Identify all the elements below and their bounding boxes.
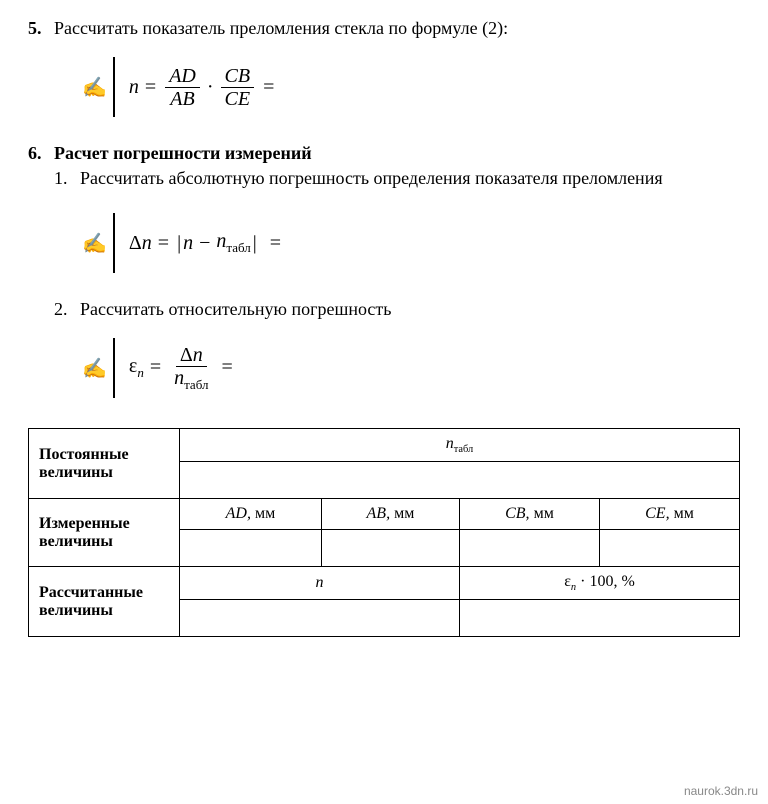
row2-c3: CB, мм — [459, 499, 599, 530]
frac2-bot: CE — [221, 88, 255, 110]
formula-2-block: ✍ Δn = | n − nтабл | = — [82, 213, 740, 273]
watermark: naurok.3dn.ru — [684, 784, 758, 798]
equals-trailing: = — [221, 356, 232, 379]
equals-trailing: = — [265, 232, 281, 255]
item-5: 5. Рассчитать показатель преломления сте… — [28, 18, 740, 39]
row2-e1 — [180, 530, 322, 567]
row1-empty — [180, 462, 740, 499]
formula-1: n = AD AB · CB CE = — [129, 65, 280, 110]
equals: = — [158, 232, 169, 255]
f2-n1: n — [183, 232, 193, 255]
f2-n: n — [142, 232, 152, 255]
formula1-lhs: n — [129, 76, 139, 99]
formula1-frac2: CB CE — [221, 65, 255, 110]
item-6-sub2-text: Рассчитать относительную погрешность — [80, 299, 740, 320]
row2-e4 — [599, 530, 739, 567]
frac2-top: CB — [221, 65, 255, 88]
item-5-text: Рассчитать показатель преломления стекла… — [54, 18, 740, 39]
data-table: Постоянные величины nтабл Измеренные вел… — [28, 428, 740, 637]
f2-delta: Δ — [129, 232, 142, 255]
item-5-number: 5. — [28, 18, 54, 39]
abs-open: | — [177, 232, 181, 255]
table-row: Рассчитанные величины n εn · 100, % — [29, 567, 740, 600]
row2-label: Измеренные величины — [29, 499, 180, 567]
formula-divider — [113, 338, 115, 398]
f3-eps-sub: n — [137, 365, 144, 380]
item-6-title: Расчет погрешности измерений — [54, 143, 740, 164]
item-6-sub1: 1. Рассчитать абсолютную погрешность опр… — [54, 168, 740, 189]
formula-divider — [113, 213, 115, 273]
table-row: Постоянные величины nтабл — [29, 429, 740, 462]
row3-label: Рассчитанные величины — [29, 567, 180, 637]
equals: = — [145, 76, 156, 99]
equals: = — [150, 356, 161, 379]
formula-2: Δn = | n − nтабл | = — [129, 230, 287, 256]
f3-bot: nтабл — [170, 367, 212, 392]
item-6: 6. Расчет погрешности измерений 1. Рассч… — [28, 143, 740, 195]
f2-n2-wrap: nтабл — [216, 230, 250, 256]
row3-c1: n — [180, 567, 460, 600]
formula-1-block: ✍ n = AD AB · CB CE = — [82, 57, 740, 117]
formula1-frac1: AD AB — [165, 65, 200, 110]
formula-3-block: ✍ εn = Δn nтабл = — [82, 338, 740, 398]
f3-eps-wrap: εn — [129, 355, 144, 381]
pencil-icon: ✍ — [82, 75, 107, 100]
item-6-sub1-number: 1. — [54, 168, 80, 189]
row3-e1 — [180, 600, 460, 637]
item-6-number: 6. — [28, 143, 54, 164]
row2-c2: AB, мм — [321, 499, 459, 530]
row1-header: nтабл — [180, 429, 740, 462]
f3-top: Δn — [176, 344, 207, 367]
row3-c2: εn · 100, % — [459, 567, 739, 600]
frac1-bot: AB — [166, 88, 198, 110]
minus: − — [199, 232, 210, 255]
cdot: · — [207, 76, 214, 99]
row1-label: Постоянные величины — [29, 429, 180, 499]
item-6-sub2-number: 2. — [54, 299, 80, 320]
equals-trailing: = — [263, 76, 274, 99]
item-6-sub1-text: Рассчитать абсолютную погрешность опреде… — [80, 168, 740, 189]
pencil-icon: ✍ — [82, 356, 107, 381]
abs-close: | — [253, 232, 257, 255]
f2-n2: n — [216, 230, 226, 252]
formula-divider — [113, 57, 115, 117]
row2-e2 — [321, 530, 459, 567]
row2-c1: AD, мм — [180, 499, 322, 530]
frac1-top: AD — [165, 65, 200, 88]
pencil-icon: ✍ — [82, 231, 107, 256]
f2-sub: табл — [226, 240, 250, 255]
row3-e2 — [459, 600, 739, 637]
item-6-sub2-wrap: 2. Рассчитать относительную погрешность — [54, 299, 740, 320]
row2-c4: CE, мм — [599, 499, 739, 530]
formula-3: εn = Δn nтабл = — [129, 344, 239, 392]
table-row: Измеренные величины AD, мм AB, мм CB, мм… — [29, 499, 740, 530]
f3-frac: Δn nтабл — [170, 344, 212, 392]
row2-e3 — [459, 530, 599, 567]
item-6-sub2: 2. Рассчитать относительную погрешность — [54, 299, 740, 320]
